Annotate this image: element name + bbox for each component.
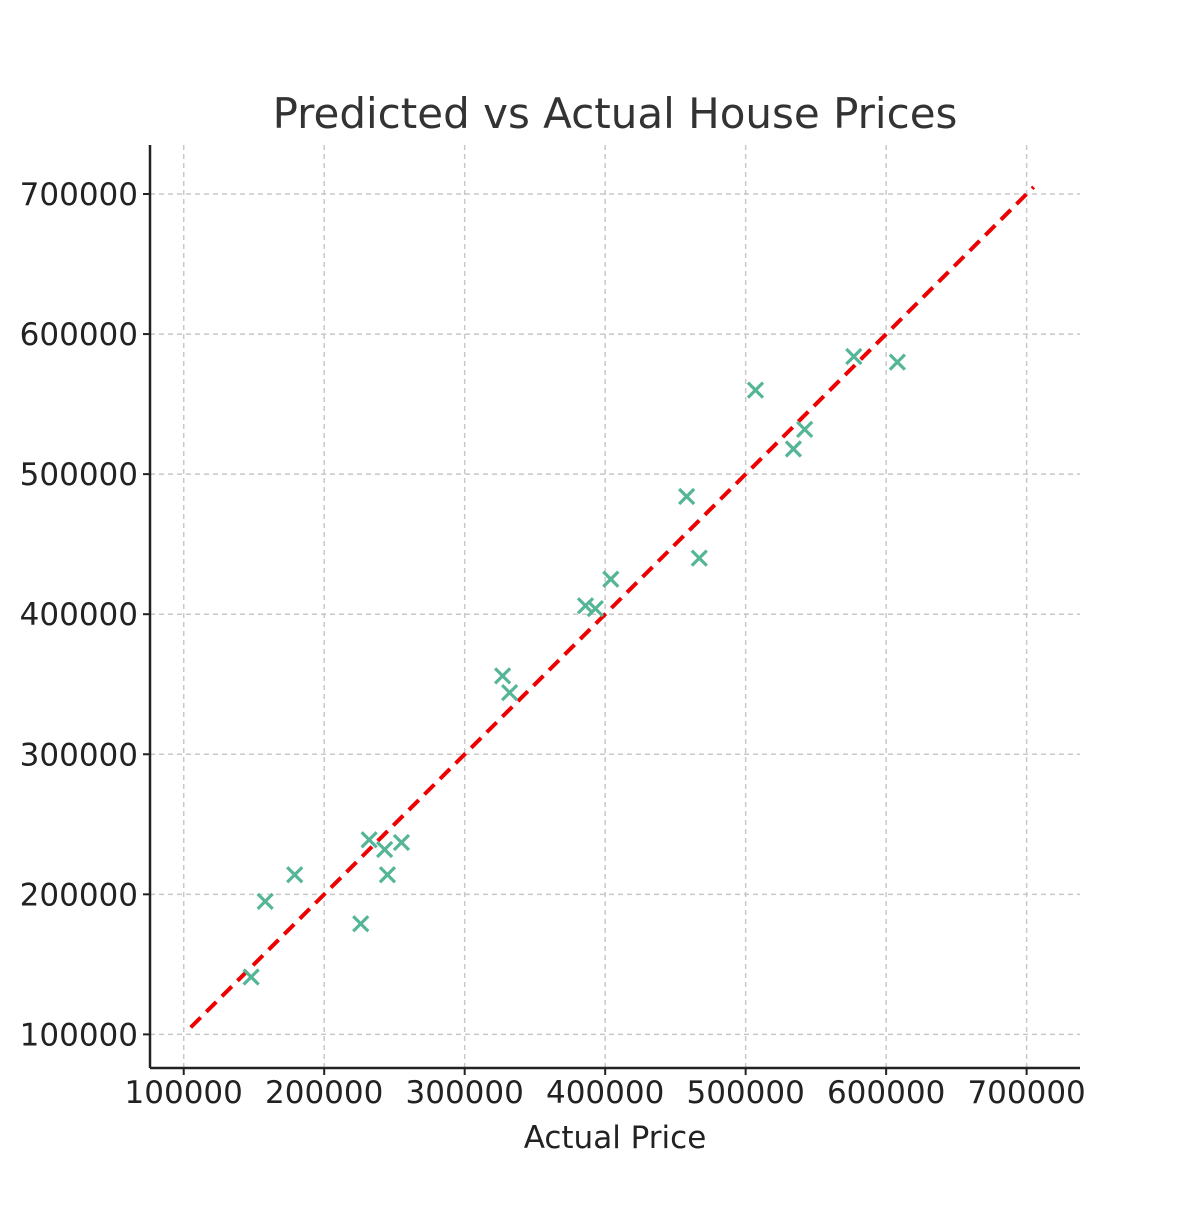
y-tick-label: 500000 xyxy=(20,457,138,493)
data-point xyxy=(586,599,604,618)
y-tick-label: 300000 xyxy=(20,737,138,773)
y-axis-ticks: 100000 200000 300000 400000 500000 600000 7000… xyxy=(20,177,150,1053)
axes xyxy=(148,145,1080,1070)
x-tick-label: 600000 xyxy=(827,1075,945,1111)
x-tick-label: 300000 xyxy=(406,1075,524,1111)
reference-line-layer xyxy=(189,185,1036,1029)
x-tick-label: 100000 xyxy=(125,1075,243,1111)
data-point xyxy=(888,353,907,371)
data-point xyxy=(242,968,260,986)
data-point xyxy=(375,840,394,859)
data-point xyxy=(360,831,378,849)
data-point xyxy=(678,487,696,506)
data-point xyxy=(746,381,765,399)
x-tick-label: 500000 xyxy=(686,1075,804,1111)
data-point xyxy=(256,892,274,910)
reference-line xyxy=(189,185,1036,1029)
grid-lines xyxy=(150,145,1080,1068)
x-tick-label: 400000 xyxy=(546,1075,664,1111)
data-point xyxy=(784,440,803,458)
data-point xyxy=(576,597,595,615)
y-tick-label: 100000 xyxy=(20,1017,138,1053)
chart-title: Predicted vs Actual House Prices xyxy=(273,89,958,138)
data-point xyxy=(378,866,397,884)
x-tick-label: 200000 xyxy=(265,1075,383,1111)
x-axis-label: Actual Price xyxy=(524,1120,707,1156)
data-point xyxy=(690,549,708,567)
data-point xyxy=(796,420,814,438)
data-point xyxy=(845,347,863,366)
x-axis-ticks: 100000 200000 300000 400000 500000 600000 7000… xyxy=(125,1068,1086,1111)
data-point xyxy=(286,866,304,884)
data-point xyxy=(392,833,411,852)
y-tick-label: 600000 xyxy=(20,317,138,353)
data-point xyxy=(352,915,370,933)
y-tick-label: 200000 xyxy=(20,877,138,913)
y-tick-label: 400000 xyxy=(20,597,138,633)
data-point xyxy=(501,684,519,702)
y-tick-label: 700000 xyxy=(20,177,138,213)
data-points xyxy=(242,347,907,986)
x-tick-label: 700000 xyxy=(967,1075,1085,1111)
data-point xyxy=(602,570,620,588)
data-point xyxy=(493,667,512,685)
